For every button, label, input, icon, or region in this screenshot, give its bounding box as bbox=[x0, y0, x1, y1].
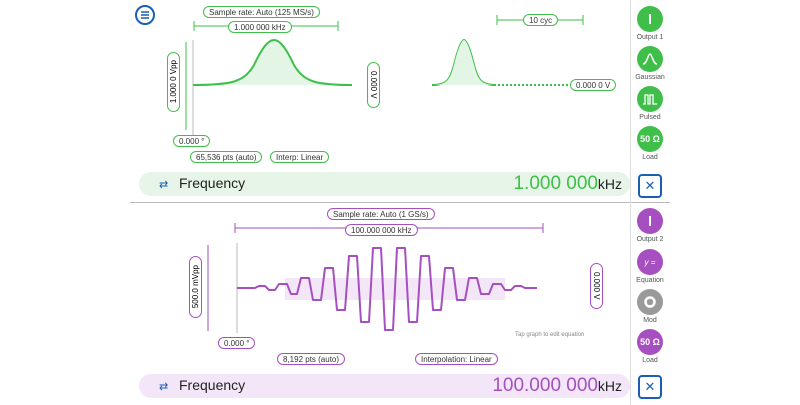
swap-icon: ⇄ bbox=[159, 179, 169, 191]
ch2-offset-pill[interactable]: 0.000 V bbox=[590, 263, 603, 309]
ch2-interp-pill[interactable]: Interpolation: Linear bbox=[415, 353, 498, 365]
ch1-phase-pill[interactable]: 0.000 ° bbox=[173, 135, 211, 147]
tools-icon: ✕ bbox=[644, 178, 656, 193]
swap-icon: ⇄ bbox=[159, 381, 169, 393]
ch1-settings-button[interactable]: ✕ bbox=[638, 174, 662, 198]
output-2-label: Output 2 bbox=[636, 236, 664, 243]
output-1-label: Output 1 bbox=[636, 34, 664, 41]
ch2-edit-hint: Tap graph to edit equation bbox=[515, 332, 585, 338]
equation-icon: y = bbox=[644, 257, 656, 267]
equation-button[interactable]: y = bbox=[637, 249, 663, 275]
ch2-frequency-label: Frequency bbox=[179, 377, 246, 393]
ch1-amp-span-line bbox=[185, 42, 187, 130]
ch2-amp-span-line bbox=[207, 245, 209, 331]
load-2-label: Load bbox=[642, 357, 658, 364]
ch1-cycles-pill[interactable]: 10 cyc bbox=[523, 14, 559, 26]
ch1-frequency-bar[interactable]: ⇄ Frequency 1.000 000 kHz bbox=[139, 172, 630, 196]
ch1-amplitude-pill[interactable]: 1.000 0 Vpp bbox=[167, 52, 180, 112]
load-1-label: Load bbox=[642, 154, 658, 161]
ch2-amplitude-pill[interactable]: 500.0 mVpp bbox=[189, 256, 202, 318]
mod-icon bbox=[644, 296, 656, 308]
ch1-waveform-graph[interactable] bbox=[192, 30, 612, 140]
pulsed-button[interactable] bbox=[637, 86, 663, 112]
ch1-sample-rate-pill[interactable]: Sample rate: Auto (125 MS/s) bbox=[203, 6, 320, 18]
ch2-equation-curve bbox=[237, 247, 537, 331]
ch1-end-offset-pill[interactable]: 0.000 0 V bbox=[570, 79, 617, 91]
load-1-button[interactable]: 50 Ω bbox=[637, 126, 663, 152]
ch1-points-pill[interactable]: 65,536 pts (auto) bbox=[190, 151, 263, 163]
ch1-offset-pill[interactable]: 0.000 V bbox=[367, 62, 380, 108]
hamburger-icon bbox=[141, 11, 149, 19]
mod-label: Mod bbox=[643, 317, 657, 324]
ch1-frequency-pill[interactable]: 1.000 000 kHz bbox=[228, 21, 292, 33]
pulse-icon bbox=[643, 94, 657, 105]
equation-label: Equation bbox=[636, 277, 664, 284]
menu-button[interactable] bbox=[135, 5, 155, 25]
ch1-frequency-label: Frequency bbox=[179, 175, 246, 191]
channel-divider bbox=[130, 202, 670, 203]
tools-icon: ✕ bbox=[644, 379, 656, 394]
ohm-icon: 50 Ω bbox=[640, 134, 660, 144]
ch2-frequency-bar[interactable]: ⇄ Frequency 100.000 000 kHz bbox=[139, 374, 630, 398]
app-window: Sample rate: Auto (125 MS/s) 1.000 000 k… bbox=[130, 0, 670, 405]
output-2-button[interactable] bbox=[637, 208, 663, 234]
right-rail bbox=[630, 0, 631, 405]
ch2-waveform-graph[interactable] bbox=[235, 238, 555, 338]
power-icon bbox=[649, 216, 651, 226]
load-2-button[interactable]: 50 Ω bbox=[637, 329, 663, 355]
ch1-gaussian-fill-2 bbox=[432, 40, 496, 85]
mod-button[interactable] bbox=[637, 289, 663, 315]
ch1-frequency-unit: kHz bbox=[597, 176, 622, 192]
gaussian-button[interactable] bbox=[637, 46, 663, 72]
ch2-settings-button[interactable]: ✕ bbox=[638, 375, 662, 399]
output-1-button[interactable] bbox=[637, 6, 663, 32]
ch2-phase-pill[interactable]: 0.000 ° bbox=[218, 337, 256, 349]
pulsed-label: Pulsed bbox=[639, 114, 661, 121]
ch1-gaussian-curve bbox=[192, 38, 353, 86]
ohm-icon: 50 Ω bbox=[640, 337, 660, 347]
gaussian-label: Gaussian bbox=[635, 74, 665, 81]
ch2-points-pill[interactable]: 8,192 pts (auto) bbox=[277, 353, 346, 365]
ch1-interp-pill[interactable]: Interp: Linear bbox=[270, 151, 330, 163]
ch1-gaussian-fill bbox=[193, 40, 352, 85]
ch2-frequency-unit: kHz bbox=[597, 378, 622, 394]
ch2-frequency-value: 100.000 000 bbox=[492, 375, 598, 396]
power-icon bbox=[649, 14, 651, 24]
ch2-sample-rate-pill[interactable]: Sample rate: Auto (1 GS/s) bbox=[327, 208, 435, 220]
ch2-frequency-pill[interactable]: 100.000 000 kHz bbox=[345, 224, 418, 236]
gaussian-icon bbox=[642, 53, 658, 65]
ch1-frequency-value: 1.000 000 bbox=[513, 173, 598, 194]
